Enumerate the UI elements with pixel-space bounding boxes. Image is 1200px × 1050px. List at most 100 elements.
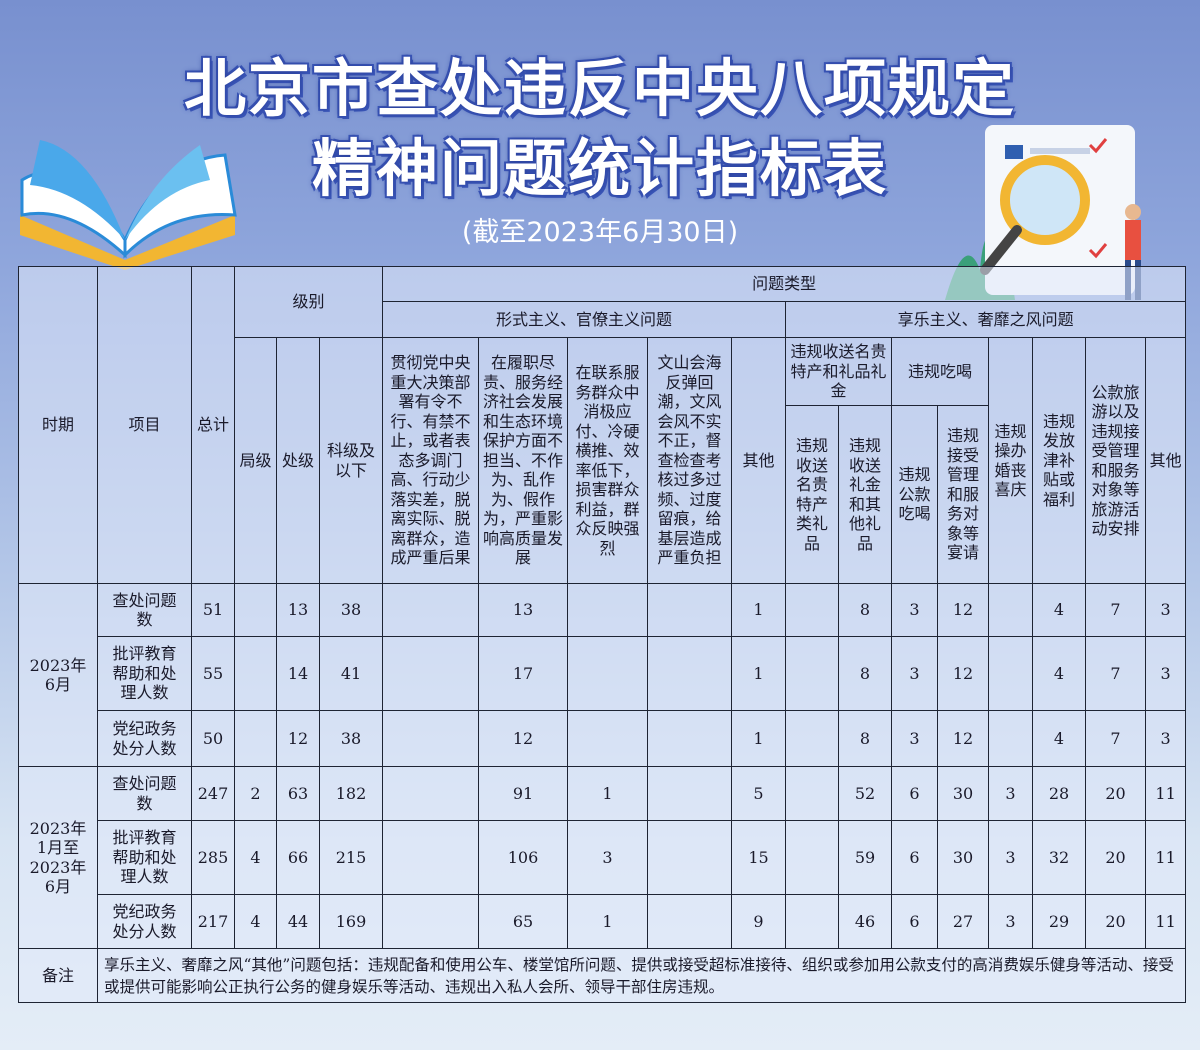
value-cell: 3 <box>988 820 1034 895</box>
value-cell <box>382 820 480 895</box>
value-cell <box>988 583 1034 637</box>
title-line-2: 精神问题统计指标表 <box>311 132 888 205</box>
value-cell <box>785 636 840 711</box>
item-cell: 查处问题数 <box>97 583 192 637</box>
value-cell <box>382 766 480 821</box>
header-formalism: 形式主义、官僚主义问题 <box>382 301 787 338</box>
header-hedonism-col: 公款旅游以及违规接受管理和服务对象等旅游活动安排 <box>1085 337 1147 584</box>
header-formalism-col: 在联系服务群众中消极应付、冷硬横推、效率低下，损害群众利益，群众反映强烈 <box>567 337 649 584</box>
value-cell: 20 <box>1085 766 1147 821</box>
table-row: 2023年6月 查处问题数 51 13 38 13 1 8 3 12 4 7 3 <box>18 583 1187 767</box>
value-cell: 4 <box>1032 583 1087 637</box>
value-cell: 182 <box>318 766 384 821</box>
title-line-1: 北京市查处违反中央八项规定 <box>183 52 1016 125</box>
value-cell: 65 <box>478 894 569 949</box>
value-cell <box>234 710 277 767</box>
remark-text: 享乐主义、奢靡之风“其他”问题包括：违规配备和使用公车、楼堂馆所问题、提供或接受… <box>96 948 1187 1003</box>
value-cell: 44 <box>276 894 320 949</box>
value-cell <box>785 894 840 949</box>
value-cell: 3 <box>891 583 939 637</box>
value-cell: 3 <box>891 636 939 711</box>
header-total: 总计 <box>191 266 235 584</box>
value-cell: 4 <box>234 820 277 895</box>
value-cell: 7 <box>1085 583 1147 637</box>
value-cell: 3 <box>891 710 939 767</box>
header-formalism-other: 其他 <box>731 337 787 584</box>
value-cell: 17 <box>478 636 569 711</box>
header-level-division: 处级 <box>276 337 320 584</box>
header-gift-col: 违规收送礼金和其他礼品 <box>838 405 893 584</box>
remark-label: 备注 <box>18 948 98 1003</box>
header-formalism-col: 在履职尽责、服务经济社会发展和生态环境保护方面不担当、不作为、乱作为、假作为，严… <box>478 337 569 584</box>
statistics-table: 时期 项目 总计 级别 问题类型 形式主义、官僚主义问题 享乐主义、奢靡之风问题… <box>18 266 1187 1003</box>
value-cell: 8 <box>838 583 893 637</box>
value-cell: 27 <box>937 894 990 949</box>
value-cell: 215 <box>318 820 384 895</box>
open-book-icon <box>20 140 237 270</box>
value-cell <box>567 710 649 767</box>
value-cell: 4 <box>1032 636 1087 711</box>
table-row: 党纪政务处分人数 217 4 44 169 65 1 9 46 6 27 3 29 20 11 <box>19 894 1187 949</box>
header-dining-col: 违规接受管理和服务对象等宴请 <box>937 405 990 584</box>
header-problem-type: 问题类型 <box>382 266 1187 302</box>
value-cell: 91 <box>478 766 569 821</box>
value-cell <box>988 636 1034 711</box>
value-cell: 106 <box>478 820 569 895</box>
value-cell: 247 <box>191 766 235 821</box>
period-cell: 2023年6月 <box>18 583 98 767</box>
value-cell <box>647 766 733 821</box>
value-cell: 11 <box>1145 894 1187 949</box>
value-cell <box>234 583 277 637</box>
value-cell: 11 <box>1145 820 1187 895</box>
header-dining-col: 违规公款吃喝 <box>891 405 939 584</box>
value-cell: 12 <box>937 636 990 711</box>
value-cell: 20 <box>1085 894 1147 949</box>
subtitle: (截至2023年6月30日) <box>461 217 739 248</box>
table-row: 批评教育帮助和处理人数 285 4 66 215 106 3 15 59 6 30 3 32 20 11 <box>19 820 1187 895</box>
value-cell <box>785 710 840 767</box>
value-cell: 3 <box>567 820 649 895</box>
value-cell: 1 <box>731 583 787 637</box>
value-cell: 1 <box>731 636 787 711</box>
value-cell <box>382 583 480 637</box>
table-row: 批评教育帮助和处理人数 55 14 41 17 1 8 3 12 4 7 3 <box>19 636 1187 711</box>
value-cell <box>567 636 649 711</box>
header-gifts: 违规收送名贵特产和礼品礼金 <box>785 337 893 406</box>
value-cell: 66 <box>276 820 320 895</box>
value-cell: 30 <box>937 820 990 895</box>
value-cell: 46 <box>838 894 893 949</box>
value-cell: 63 <box>276 766 320 821</box>
period-cell: 2023年1月至2023年6月 <box>18 766 98 949</box>
value-cell: 29 <box>1032 894 1087 949</box>
value-cell: 3 <box>988 894 1034 949</box>
value-cell: 7 <box>1085 636 1147 711</box>
value-cell: 3 <box>1145 583 1187 637</box>
value-cell <box>382 710 480 767</box>
value-cell: 8 <box>838 710 893 767</box>
value-cell: 12 <box>478 710 569 767</box>
header-hedonism: 享乐主义、奢靡之风问题 <box>785 301 1187 338</box>
value-cell: 50 <box>191 710 235 767</box>
value-cell: 55 <box>191 636 235 711</box>
item-cell: 党纪政务处分人数 <box>97 710 192 767</box>
value-cell: 4 <box>1032 710 1087 767</box>
value-cell: 51 <box>191 583 235 637</box>
value-cell: 8 <box>838 636 893 711</box>
value-cell: 285 <box>191 820 235 895</box>
item-cell: 党纪政务处分人数 <box>97 894 192 949</box>
value-cell: 30 <box>937 766 990 821</box>
value-cell: 14 <box>276 636 320 711</box>
value-cell <box>234 636 277 711</box>
header-hedonism-other: 其他 <box>1145 337 1187 584</box>
value-cell: 13 <box>276 583 320 637</box>
value-cell <box>647 820 733 895</box>
header-formalism-col: 贯彻党中央重大决策部署有令不行、有禁不止，或者表态多调门高、行动少落实差，脱离实… <box>382 337 480 584</box>
value-cell: 12 <box>937 710 990 767</box>
header-level: 级别 <box>233 266 384 338</box>
header-hedonism-col: 违规操办婚丧喜庆 <box>988 337 1034 584</box>
value-cell <box>382 894 480 949</box>
value-cell: 3 <box>1145 710 1187 767</box>
value-cell: 28 <box>1032 766 1087 821</box>
header-level-section: 科级及以下 <box>318 337 384 584</box>
value-cell <box>647 894 733 949</box>
